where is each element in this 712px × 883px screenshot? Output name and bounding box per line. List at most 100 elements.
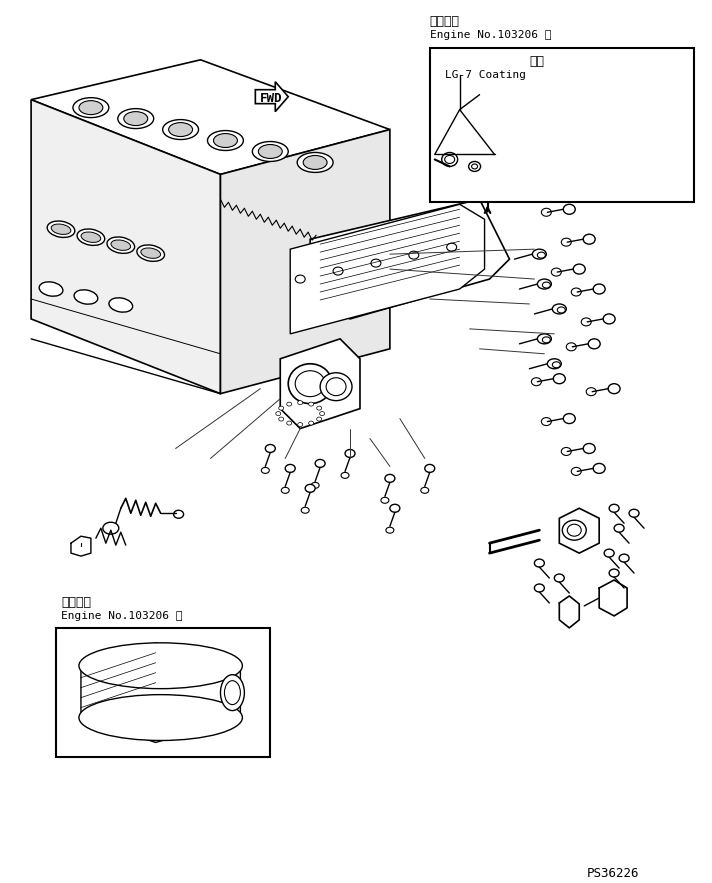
Text: 塗布: 塗布 bbox=[530, 55, 545, 68]
Ellipse shape bbox=[258, 145, 282, 158]
Ellipse shape bbox=[619, 555, 629, 562]
Ellipse shape bbox=[609, 569, 619, 577]
Ellipse shape bbox=[555, 574, 565, 582]
Ellipse shape bbox=[317, 406, 322, 410]
Ellipse shape bbox=[51, 224, 71, 234]
Ellipse shape bbox=[538, 334, 551, 343]
Text: LG-7 Coating: LG-7 Coating bbox=[445, 70, 525, 79]
Ellipse shape bbox=[81, 232, 101, 243]
Ellipse shape bbox=[295, 275, 305, 283]
Ellipse shape bbox=[543, 336, 550, 343]
Ellipse shape bbox=[553, 374, 565, 384]
Ellipse shape bbox=[533, 249, 546, 259]
Polygon shape bbox=[281, 339, 360, 428]
Ellipse shape bbox=[117, 109, 154, 129]
Ellipse shape bbox=[109, 298, 132, 313]
Polygon shape bbox=[256, 82, 288, 111]
Ellipse shape bbox=[604, 549, 614, 557]
Ellipse shape bbox=[303, 155, 327, 170]
Ellipse shape bbox=[588, 339, 600, 349]
Ellipse shape bbox=[309, 421, 314, 425]
Ellipse shape bbox=[390, 504, 400, 512]
Ellipse shape bbox=[535, 584, 545, 592]
Ellipse shape bbox=[571, 467, 581, 475]
Ellipse shape bbox=[581, 318, 591, 326]
Ellipse shape bbox=[371, 259, 381, 267]
Ellipse shape bbox=[77, 229, 105, 245]
Ellipse shape bbox=[47, 221, 75, 238]
Ellipse shape bbox=[333, 267, 343, 275]
Ellipse shape bbox=[214, 133, 237, 147]
Ellipse shape bbox=[385, 474, 395, 482]
Ellipse shape bbox=[609, 504, 619, 512]
Ellipse shape bbox=[252, 141, 288, 162]
Ellipse shape bbox=[593, 464, 605, 473]
Text: Engine No.103206 ～: Engine No.103206 ～ bbox=[61, 611, 182, 621]
Polygon shape bbox=[31, 60, 390, 175]
Bar bbox=[430, 48, 694, 202]
Ellipse shape bbox=[79, 101, 103, 115]
Ellipse shape bbox=[261, 467, 269, 473]
Ellipse shape bbox=[571, 288, 581, 296]
Bar bbox=[56, 628, 271, 758]
Ellipse shape bbox=[278, 417, 283, 421]
Ellipse shape bbox=[74, 290, 98, 304]
Ellipse shape bbox=[445, 155, 455, 163]
Ellipse shape bbox=[563, 204, 575, 215]
Ellipse shape bbox=[286, 464, 295, 472]
Ellipse shape bbox=[614, 525, 624, 532]
Ellipse shape bbox=[298, 401, 303, 404]
Ellipse shape bbox=[541, 418, 551, 426]
Ellipse shape bbox=[561, 448, 571, 456]
Ellipse shape bbox=[561, 238, 571, 246]
Ellipse shape bbox=[471, 164, 478, 169]
Ellipse shape bbox=[553, 362, 560, 367]
Ellipse shape bbox=[221, 675, 244, 711]
Ellipse shape bbox=[381, 497, 389, 503]
Ellipse shape bbox=[169, 123, 192, 137]
Ellipse shape bbox=[629, 509, 639, 517]
Text: FWD: FWD bbox=[261, 92, 283, 105]
Polygon shape bbox=[560, 509, 600, 553]
Ellipse shape bbox=[593, 284, 605, 294]
Ellipse shape bbox=[174, 510, 184, 518]
Ellipse shape bbox=[79, 695, 242, 741]
Ellipse shape bbox=[266, 444, 276, 452]
Ellipse shape bbox=[563, 413, 575, 424]
Ellipse shape bbox=[276, 411, 281, 416]
Ellipse shape bbox=[583, 234, 595, 245]
Text: 適用号機: 適用号機 bbox=[430, 15, 460, 28]
Ellipse shape bbox=[107, 237, 135, 253]
Ellipse shape bbox=[421, 487, 429, 494]
Ellipse shape bbox=[320, 373, 352, 401]
Polygon shape bbox=[31, 100, 221, 394]
Ellipse shape bbox=[425, 464, 435, 472]
Ellipse shape bbox=[326, 378, 346, 396]
Ellipse shape bbox=[320, 411, 325, 416]
Ellipse shape bbox=[79, 643, 242, 689]
Ellipse shape bbox=[287, 402, 292, 406]
Ellipse shape bbox=[73, 98, 109, 117]
Ellipse shape bbox=[538, 253, 545, 258]
Ellipse shape bbox=[298, 423, 303, 426]
Polygon shape bbox=[290, 204, 485, 334]
Ellipse shape bbox=[162, 119, 199, 140]
Ellipse shape bbox=[39, 282, 63, 296]
Ellipse shape bbox=[557, 307, 565, 313]
Ellipse shape bbox=[583, 443, 595, 454]
Text: 適用号機: 適用号機 bbox=[61, 596, 91, 609]
Ellipse shape bbox=[608, 384, 620, 394]
Ellipse shape bbox=[386, 527, 394, 533]
Ellipse shape bbox=[341, 472, 349, 479]
Ellipse shape bbox=[305, 485, 315, 493]
Ellipse shape bbox=[141, 248, 160, 259]
Ellipse shape bbox=[468, 162, 481, 171]
Ellipse shape bbox=[278, 406, 283, 410]
Ellipse shape bbox=[441, 153, 458, 166]
Ellipse shape bbox=[586, 388, 596, 396]
Ellipse shape bbox=[301, 507, 309, 513]
Polygon shape bbox=[310, 200, 510, 319]
Ellipse shape bbox=[288, 364, 332, 404]
Ellipse shape bbox=[111, 240, 130, 251]
Ellipse shape bbox=[538, 279, 551, 289]
